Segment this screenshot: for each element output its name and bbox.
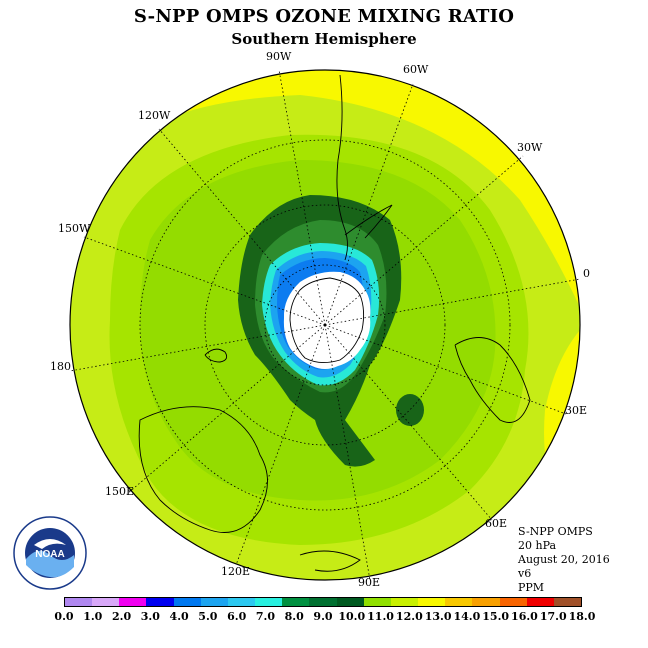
colorbar-tick-label: 11.0 bbox=[367, 610, 394, 623]
colorbar-tick-label: 12.0 bbox=[395, 610, 423, 623]
pole-region bbox=[283, 271, 371, 369]
colorbar-segment bbox=[65, 598, 93, 606]
graticule bbox=[69, 69, 581, 581]
colorbar-tick-label: 17.0 bbox=[539, 610, 567, 623]
colorbar-tick-label: 0.0 bbox=[54, 610, 74, 623]
meridian bbox=[324, 324, 371, 581]
lon-label-30w: 30W bbox=[517, 141, 543, 154]
ring-8-9-island bbox=[396, 394, 424, 426]
colorbar-segment bbox=[499, 598, 527, 606]
lon-label-30e: 30E bbox=[565, 404, 587, 417]
south-america-coast bbox=[336, 74, 348, 261]
lon-label-120e: 120E bbox=[221, 565, 250, 578]
lon-label-0: 0 bbox=[583, 267, 590, 280]
colorbar-segment bbox=[445, 598, 473, 606]
meridian bbox=[158, 128, 326, 326]
colorbar-segment bbox=[119, 598, 147, 606]
colorbar-tick-label: 9.0 bbox=[313, 610, 333, 623]
colorbar-tick-label: 18.0 bbox=[568, 610, 596, 623]
meridian bbox=[324, 155, 524, 326]
colorbar-tick-label: 3.0 bbox=[140, 610, 160, 623]
meridian bbox=[324, 324, 567, 415]
south-america-tip bbox=[344, 204, 393, 239]
colorbar-tick-label: 1.0 bbox=[83, 610, 103, 623]
latitude-circle bbox=[264, 264, 386, 386]
new-zealand-coast bbox=[204, 348, 228, 363]
info-level: 20 hPa bbox=[518, 539, 557, 552]
colorbar-segment bbox=[92, 598, 120, 606]
colorbar-segment bbox=[472, 598, 500, 606]
colorbar-tick-label: 7.0 bbox=[255, 610, 276, 623]
latitude-circle bbox=[139, 139, 511, 511]
colorbar-tick-label: 5.0 bbox=[198, 610, 218, 623]
colorbar-segment bbox=[200, 598, 228, 606]
colorbar-tick-label: 4.0 bbox=[169, 610, 189, 623]
logo-text: NOAA bbox=[35, 549, 64, 560]
colorbar-tick-label: 10.0 bbox=[338, 610, 366, 623]
colorbar-tick-label: 14.0 bbox=[453, 610, 481, 623]
colorbar-tick-label: 2.0 bbox=[111, 610, 132, 623]
lon-label-150e: 150E bbox=[105, 485, 134, 498]
lon-label-60w: 60W bbox=[403, 63, 429, 76]
page-subtitle: Southern Hemisphere bbox=[231, 30, 417, 48]
meridian bbox=[324, 324, 493, 521]
colorbar-tick-label: 8.0 bbox=[284, 610, 304, 623]
lon-label-60e: 60E bbox=[485, 517, 507, 530]
colorbar-ticks: 0.0 1.0 2.0 3.0 4.0 5.0 6.0 7.0 8.0 9.0 10.0 11.0 12… bbox=[0, 610, 648, 624]
lon-label-150w: 150W bbox=[58, 222, 91, 235]
colorbar-segment bbox=[390, 598, 419, 606]
lon-label-90w: 90W bbox=[266, 50, 292, 63]
lon-label-180: 180 bbox=[50, 360, 71, 373]
australia-coast bbox=[138, 406, 268, 533]
colorbar-tick-label: 6.0 bbox=[227, 610, 247, 623]
colorbar-tick-label: 16.0 bbox=[511, 610, 538, 623]
info-instrument: S-NPP OMPS bbox=[518, 525, 593, 538]
colorbar-segment bbox=[418, 598, 446, 606]
colorbar-segment bbox=[173, 598, 201, 606]
globe-outline bbox=[69, 69, 581, 581]
longitude-labels: 90W 60W 30W 0 30E 60E 90E 120E 150E 180 … bbox=[50, 50, 590, 589]
lon-label-120w: 120W bbox=[138, 109, 171, 122]
colorbar-segment bbox=[255, 598, 283, 606]
info-units: PPM bbox=[518, 581, 545, 594]
latitude-circle bbox=[204, 204, 446, 446]
south-pole-marker bbox=[323, 323, 327, 327]
colorbar-segment bbox=[363, 598, 391, 606]
meridian bbox=[324, 83, 414, 326]
meridian bbox=[235, 324, 326, 566]
noaa-logo-icon: NOAA bbox=[13, 516, 87, 590]
colorbar-segment bbox=[282, 598, 310, 606]
colorbar-segment bbox=[526, 598, 554, 606]
colorbar-segment bbox=[227, 598, 256, 606]
meridian bbox=[83, 236, 326, 326]
colorbar-tick-label: 13.0 bbox=[424, 610, 452, 623]
colorbar-segment bbox=[336, 598, 364, 606]
info-version: v6 bbox=[518, 567, 532, 580]
colorbar-segment bbox=[146, 598, 174, 606]
info-date: August 20, 2016 bbox=[518, 553, 610, 566]
page-title: S-NPP OMPS OZONE MIXING RATIO bbox=[133, 6, 515, 27]
colorbar-tick-label: 15.0 bbox=[482, 610, 510, 623]
info-panel: S-NPP OMPS 20 hPa August 20, 2016 v6 PPM bbox=[518, 525, 610, 595]
antarctica-coast bbox=[289, 277, 365, 363]
indonesia-coast bbox=[299, 550, 361, 572]
colorbar-segment bbox=[309, 598, 337, 606]
colorbar bbox=[64, 597, 582, 607]
high-ozone-region-north bbox=[130, 70, 580, 330]
lon-label-90e: 90E bbox=[358, 576, 380, 589]
colorbar-segment bbox=[553, 598, 581, 606]
meridian bbox=[126, 324, 326, 495]
